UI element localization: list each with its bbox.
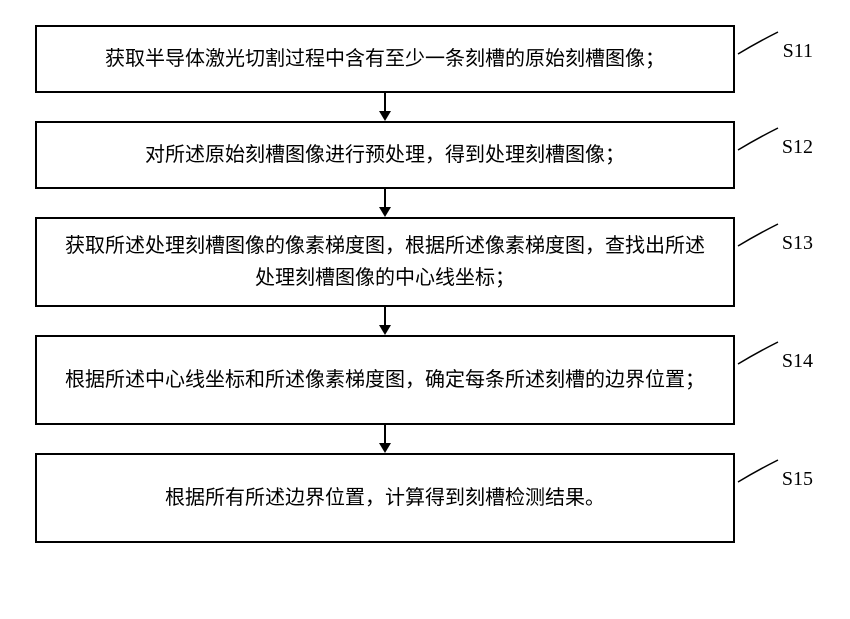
step-s14: 根据所述中心线坐标和所述像素梯度图，确定每条所述刻槽的边界位置； S14 <box>35 335 735 425</box>
step-label: S11 <box>783 35 813 67</box>
flowchart-container: 获取半导体激光切割过程中含有至少一条刻槽的原始刻槽图像； S11 对所述原始刻槽… <box>35 25 815 543</box>
step-text: 根据所述中心线坐标和所述像素梯度图，确定每条所述刻槽的边界位置； <box>65 364 705 396</box>
arrow-down <box>35 307 735 335</box>
step-text: 获取半导体激光切割过程中含有至少一条刻槽的原始刻槽图像； <box>105 43 665 75</box>
step-label: S15 <box>782 463 813 495</box>
step-label: S13 <box>782 227 813 259</box>
arrow-down <box>35 189 735 217</box>
step-label: S12 <box>782 131 813 163</box>
step-text: 获取所述处理刻槽图像的像素梯度图，根据所述像素梯度图，查找出所述处理刻槽图像的中… <box>57 230 713 294</box>
step-text: 根据所有所述边界位置，计算得到刻槽检测结果。 <box>165 482 605 514</box>
arrow-down <box>35 425 735 453</box>
step-s15: 根据所有所述边界位置，计算得到刻槽检测结果。 S15 <box>35 453 735 543</box>
step-s11: 获取半导体激光切割过程中含有至少一条刻槽的原始刻槽图像； S11 <box>35 25 735 93</box>
step-text: 对所述原始刻槽图像进行预处理，得到处理刻槽图像； <box>145 139 625 171</box>
step-s12: 对所述原始刻槽图像进行预处理，得到处理刻槽图像； S12 <box>35 121 735 189</box>
arrow-down <box>35 93 735 121</box>
step-label: S14 <box>782 345 813 377</box>
step-s13: 获取所述处理刻槽图像的像素梯度图，根据所述像素梯度图，查找出所述处理刻槽图像的中… <box>35 217 735 307</box>
